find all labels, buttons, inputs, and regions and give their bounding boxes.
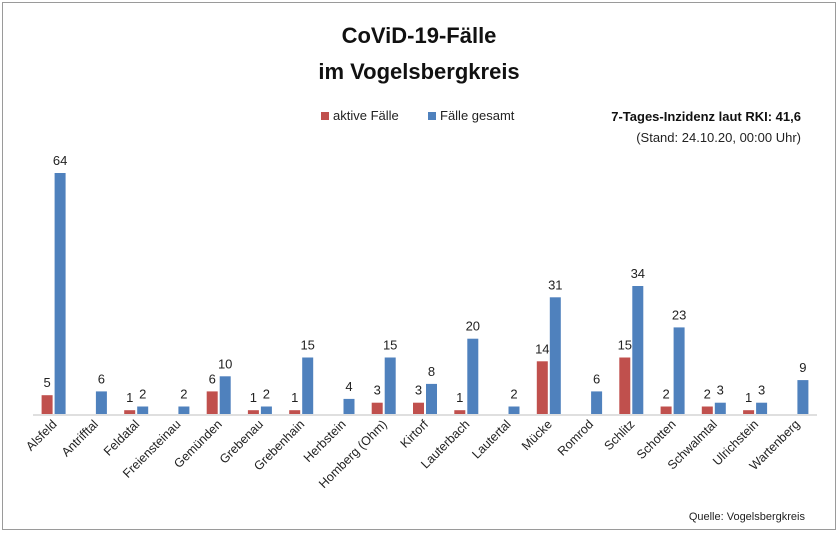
category-label-12: Mücke: [519, 417, 555, 453]
value-label-gesamt-5: 2: [263, 387, 270, 402]
bar-gesamt-12: [549, 297, 561, 414]
bar-aktive-9: [413, 402, 424, 414]
value-label-gesamt-14: 34: [631, 266, 645, 281]
bar-gesamt-8: [384, 357, 396, 414]
value-label-gesamt-1: 6: [98, 371, 105, 386]
value-label-gesamt-8: 15: [383, 338, 397, 353]
value-label-aktive-9: 3: [415, 383, 422, 398]
bar-gesamt-14: [632, 286, 644, 414]
value-label-gesamt-10: 20: [466, 319, 480, 334]
legend: aktive Fälle Fälle gesamt: [321, 108, 515, 123]
bars-group: [41, 173, 809, 414]
category-label-0: Alsfeld: [23, 417, 59, 453]
bar-gesamt-3: [178, 406, 190, 414]
value-label-aktive-16: 2: [704, 387, 711, 402]
legend-swatch-gesamt: [428, 112, 436, 120]
bar-gesamt-15: [673, 327, 685, 414]
bar-gesamt-7: [343, 398, 355, 414]
value-label-aktive-8: 3: [374, 383, 381, 398]
value-label-aktive-12: 14: [535, 341, 549, 356]
value-label-gesamt-11: 2: [510, 387, 517, 402]
chart-canvas: CoViD-19-Fälle im Vogelsbergkreis aktive…: [23, 23, 817, 523]
bar-gesamt-13: [591, 391, 603, 414]
bar-aktive-5: [247, 410, 259, 414]
bar-aktive-14: [619, 357, 631, 414]
value-label-gesamt-4: 10: [218, 356, 232, 371]
bar-gesamt-11: [508, 406, 520, 414]
stand-info: (Stand: 24.10.20, 00:00 Uhr): [636, 130, 801, 145]
category-label-2: Feldatal: [101, 417, 142, 458]
bar-aktive-0: [41, 395, 53, 414]
bar-aktive-12: [536, 361, 548, 414]
value-label-gesamt-3: 2: [180, 387, 187, 402]
value-label-gesamt-16: 3: [717, 383, 724, 398]
category-label-11: Lautertal: [469, 417, 513, 461]
legend-label-aktive: aktive Fälle: [333, 108, 399, 123]
bar-gesamt-17: [756, 402, 768, 414]
value-label-gesamt-7: 4: [345, 379, 352, 394]
value-label-aktive-5: 1: [250, 390, 257, 405]
value-label-aktive-0: 5: [43, 375, 50, 390]
category-label-9: Kirtorf: [398, 417, 432, 451]
bar-gesamt-2: [137, 406, 149, 414]
legend-swatch-aktive: [321, 112, 329, 120]
value-label-aktive-2: 1: [126, 390, 133, 405]
bar-aktive-6: [289, 410, 301, 414]
value-label-gesamt-17: 3: [758, 383, 765, 398]
bar-gesamt-10: [467, 338, 479, 414]
chart-subtitle: im Vogelsbergkreis: [318, 59, 519, 84]
value-label-aktive-15: 2: [662, 387, 669, 402]
chart-title: CoViD-19-Fälle: [342, 23, 497, 48]
value-label-gesamt-13: 6: [593, 371, 600, 386]
bar-aktive-16: [701, 406, 713, 414]
bar-gesamt-1: [95, 391, 107, 414]
value-label-aktive-17: 1: [745, 390, 752, 405]
bar-gesamt-6: [302, 357, 314, 414]
value-label-gesamt-9: 8: [428, 364, 435, 379]
value-label-gesamt-12: 31: [548, 277, 562, 292]
bar-aktive-8: [371, 402, 383, 414]
incidence-info: 7-Tages-Inzidenz laut RKI: 41,6: [611, 109, 801, 124]
bar-gesamt-16: [714, 402, 726, 414]
bar-gesamt-5: [260, 406, 272, 414]
bar-gesamt-18: [797, 380, 809, 414]
value-label-aktive-4: 6: [209, 371, 216, 386]
value-label-aktive-6: 1: [291, 390, 298, 405]
value-label-gesamt-2: 2: [139, 387, 146, 402]
legend-label-gesamt: Fälle gesamt: [440, 108, 515, 123]
source-note: Quelle: Vogelsbergkreis: [689, 511, 806, 523]
bar-aktive-17: [743, 410, 755, 414]
category-labels-group: Alsfeld Antrifftal FeldatalFreiensteinauGe…: [23, 417, 802, 491]
bar-aktive-15: [660, 406, 672, 414]
bar-gesamt-9: [426, 383, 437, 414]
value-label-gesamt-18: 9: [799, 360, 806, 375]
value-label-gesamt-6: 15: [300, 338, 314, 353]
category-label-14: Schlitz: [601, 417, 637, 453]
category-label-13: Romrod: [555, 417, 596, 458]
bar-aktive-2: [124, 410, 136, 414]
bar-gesamt-4: [219, 376, 231, 414]
value-label-gesamt-0: 64: [53, 153, 67, 168]
bar-aktive-10: [454, 410, 466, 414]
category-label-1: Antrifftal: [59, 417, 101, 459]
bar-aktive-4: [206, 391, 218, 414]
value-label-aktive-10: 1: [456, 390, 463, 405]
value-label-aktive-14: 15: [618, 338, 632, 353]
bar-gesamt-0: [54, 173, 66, 414]
value-label-gesamt-15: 23: [672, 307, 686, 322]
